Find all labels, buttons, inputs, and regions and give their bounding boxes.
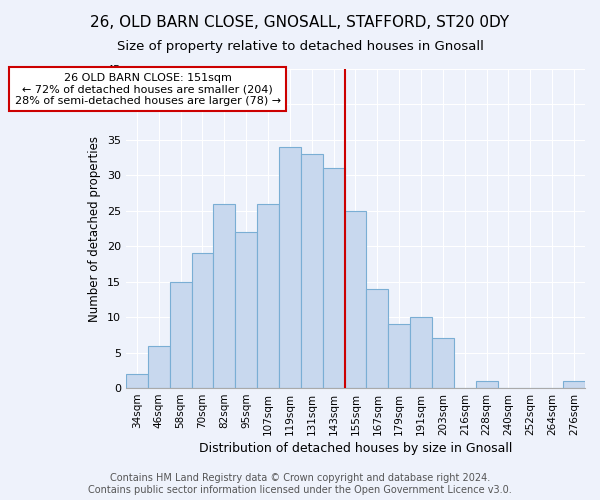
Bar [323,168,344,388]
Bar [410,317,432,388]
Text: 26, OLD BARN CLOSE, GNOSALL, STAFFORD, ST20 0DY: 26, OLD BARN CLOSE, GNOSALL, STAFFORD, S… [91,15,509,30]
Bar [301,154,323,388]
Bar [344,211,367,388]
Bar [563,381,585,388]
Bar [388,324,410,388]
Bar [126,374,148,388]
Bar [432,338,454,388]
X-axis label: Distribution of detached houses by size in Gnosall: Distribution of detached houses by size … [199,442,512,455]
Text: Contains HM Land Registry data © Crown copyright and database right 2024.
Contai: Contains HM Land Registry data © Crown c… [88,474,512,495]
Bar [148,346,170,388]
Text: 26 OLD BARN CLOSE: 151sqm
← 72% of detached houses are smaller (204)
28% of semi: 26 OLD BARN CLOSE: 151sqm ← 72% of detac… [15,72,281,106]
Bar [476,381,497,388]
Bar [191,254,214,388]
Bar [257,204,279,388]
Bar [214,204,235,388]
Y-axis label: Number of detached properties: Number of detached properties [88,136,101,322]
Text: Size of property relative to detached houses in Gnosall: Size of property relative to detached ho… [116,40,484,53]
Bar [170,282,191,388]
Bar [367,289,388,388]
Bar [279,147,301,388]
Bar [235,232,257,388]
